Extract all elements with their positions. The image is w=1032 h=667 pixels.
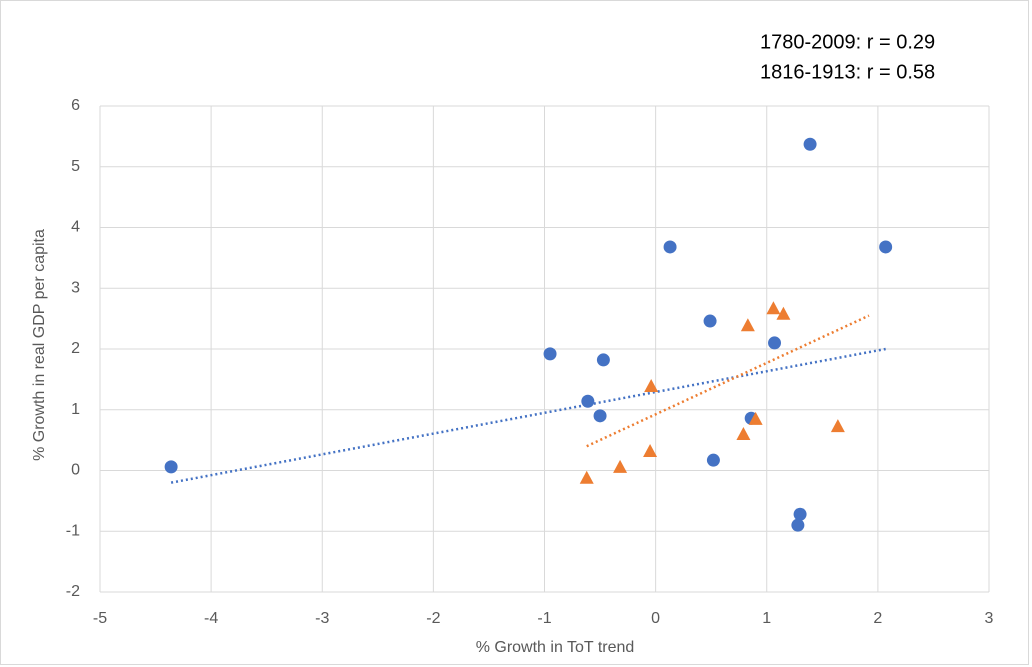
y-axis-title: % Growth in real GDP per capita [31, 229, 48, 461]
marker [879, 240, 893, 254]
trendline [170, 347, 886, 484]
marker [706, 453, 720, 467]
y-tick-label: 1 [71, 401, 80, 418]
marker [736, 427, 751, 441]
marker [740, 318, 755, 332]
x-tick-label: -2 [426, 610, 440, 627]
marker [543, 347, 557, 361]
marker [613, 459, 628, 473]
marker [768, 336, 782, 350]
marker [596, 353, 610, 367]
x-tick-label: 2 [873, 610, 882, 627]
marker [703, 314, 717, 328]
x-tick-label: -3 [315, 610, 329, 627]
marker [748, 411, 763, 425]
y-tick-label: 6 [71, 97, 80, 114]
marker [643, 444, 658, 458]
marker [793, 507, 807, 521]
marker [579, 470, 594, 484]
x-tick-label: -4 [204, 610, 218, 627]
x-tick-label: 0 [651, 610, 660, 627]
y-tick-label: 5 [71, 158, 80, 175]
marker [164, 460, 178, 474]
marker [581, 394, 595, 408]
x-tick-label: -1 [537, 610, 551, 627]
y-tick-label: 4 [71, 219, 80, 236]
marker [663, 240, 677, 254]
x-tick-label: 1 [762, 610, 771, 627]
annotation: 1780-2009: r = 0.29 [760, 31, 935, 53]
marker [644, 379, 659, 393]
marker [766, 301, 781, 315]
annotation: 1816-1913: r = 0.58 [760, 61, 935, 83]
marker [776, 306, 791, 320]
marker [593, 409, 607, 423]
x-axis-title: % Growth in ToT trend [476, 639, 635, 656]
x-tick-label: -5 [93, 610, 107, 627]
x-tick-label: 3 [985, 610, 994, 627]
y-tick-label: 2 [71, 340, 80, 357]
y-tick-label: -1 [66, 522, 80, 539]
trendline [586, 314, 870, 448]
y-tick-label: 0 [71, 462, 80, 479]
y-tick-label: -2 [66, 583, 80, 600]
y-tick-label: 3 [71, 279, 80, 296]
marker [791, 518, 805, 532]
marker [830, 419, 845, 433]
marker [803, 137, 817, 151]
